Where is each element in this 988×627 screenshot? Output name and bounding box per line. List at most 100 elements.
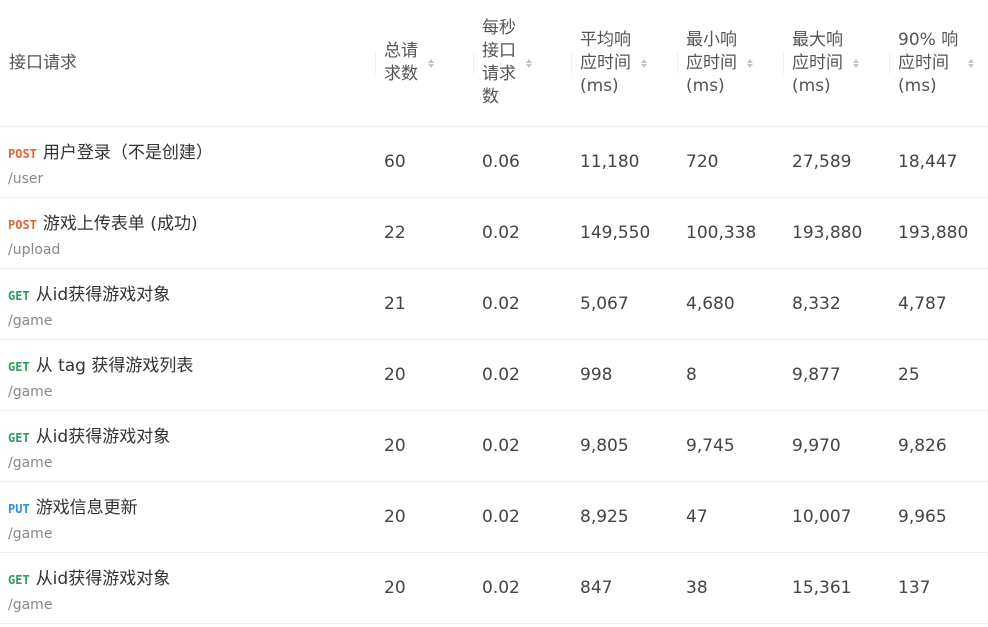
cell-min-response-time: 720 (677, 126, 783, 198)
cell-min-response-time: 100,338 (677, 197, 783, 269)
sort-down-icon[interactable] (968, 63, 975, 68)
cell-requests-per-second: 0.02 (473, 197, 571, 269)
column-header-api: 接口请求 (0, 0, 375, 127)
table-row[interactable]: PUT 游戏信息更新 /game 20 0.02 8,925 47 10,007… (0, 481, 988, 553)
sort-icon[interactable] (747, 58, 753, 68)
column-header-min[interactable]: 最小响 应时间 (ms) (677, 0, 783, 127)
cell-min-response-time: 47 (677, 481, 783, 553)
http-method-badge: GET (8, 288, 30, 303)
cell-avg-response-time: 5,067 (571, 268, 677, 340)
api-path: /game (8, 525, 53, 542)
cell-avg-response-time: 149,550 (571, 197, 677, 269)
cell-total-requests: 20 (375, 481, 473, 553)
cell-max-response-time: 8,332 (783, 268, 889, 340)
api-path: /game (8, 312, 53, 329)
cell-total-requests: 60 (375, 126, 473, 198)
cell-min-response-time: 4,680 (677, 268, 783, 340)
api-name: 游戏信息更新 (35, 497, 138, 518)
table-row[interactable]: GET 从id获得游戏对象 /game 20 0.02 847 38 15,36… (0, 552, 988, 624)
column-header-label: 最小响 应时间 (ms) (686, 29, 737, 96)
cell-p90-response-time: 9,965 (889, 481, 988, 553)
column-header-p90[interactable]: 90% 响应时间 (ms) (889, 0, 988, 127)
cell-total-requests: 20 (375, 410, 473, 482)
http-method-badge: PUT (8, 501, 30, 516)
cell-total-requests: 22 (375, 197, 473, 269)
sort-down-icon[interactable] (428, 63, 434, 68)
sort-up-icon[interactable] (428, 58, 434, 63)
api-name: 用户登录（不是创建） (42, 142, 213, 163)
http-method-badge: POST (8, 146, 37, 161)
sort-down-icon[interactable] (526, 63, 532, 68)
cell-max-response-time: 9,877 (783, 339, 889, 411)
cell-api: GET 从 tag 获得游戏列表 /game (0, 339, 375, 411)
cell-requests-per-second: 0.02 (473, 552, 571, 624)
cell-p90-response-time: 193,880 (889, 197, 988, 269)
api-name: 从id获得游戏对象 (35, 284, 171, 305)
sort-down-icon[interactable] (641, 63, 647, 68)
http-method-badge: GET (8, 572, 30, 587)
column-header-label: 接口请求 (9, 52, 77, 73)
cell-avg-response-time: 998 (571, 339, 677, 411)
cell-p90-response-time: 25 (889, 339, 988, 411)
table-row[interactable]: POST 用户登录（不是创建） /user 60 0.06 11,180 720… (0, 126, 988, 198)
api-name: 从id获得游戏对象 (35, 426, 171, 447)
column-header-avg[interactable]: 平均响 应时间 (ms) (571, 0, 677, 127)
sort-icon[interactable] (853, 58, 859, 68)
sort-icon[interactable] (428, 58, 434, 68)
api-path: /upload (8, 241, 61, 258)
cell-requests-per-second: 0.02 (473, 481, 571, 553)
sort-up-icon[interactable] (747, 58, 753, 63)
cell-total-requests: 21 (375, 268, 473, 340)
table-row[interactable]: GET 从id获得游戏对象 /game 21 0.02 5,067 4,680 … (0, 268, 988, 340)
cell-avg-response-time: 9,805 (571, 410, 677, 482)
table-row[interactable]: GET 从id获得游戏对象 /game 20 0.02 9,805 9,745 … (0, 410, 988, 482)
sort-icon[interactable] (641, 58, 647, 68)
column-header-label: 最大响 应时间 (ms) (792, 29, 843, 96)
sort-down-icon[interactable] (747, 63, 753, 68)
api-path: /game (8, 596, 53, 613)
cell-max-response-time: 27,589 (783, 126, 889, 198)
cell-requests-per-second: 0.02 (473, 410, 571, 482)
cell-p90-response-time: 9,826 (889, 410, 988, 482)
sort-up-icon[interactable] (968, 58, 975, 63)
table-header-row: 接口请求 总请 求数 每秒 接口 请求数 平均响 应时间 (ms) 最小响 应时间 (ms) … (0, 0, 988, 127)
sort-up-icon[interactable] (641, 58, 647, 63)
sort-up-icon[interactable] (853, 58, 859, 63)
api-path: /game (8, 383, 53, 400)
cell-avg-response-time: 847 (571, 552, 677, 624)
cell-requests-per-second: 0.02 (473, 339, 571, 411)
cell-avg-response-time: 8,925 (571, 481, 677, 553)
cell-p90-response-time: 137 (889, 552, 988, 624)
cell-min-response-time: 38 (677, 552, 783, 624)
cell-total-requests: 20 (375, 339, 473, 411)
cell-api: GET 从id获得游戏对象 /game (0, 268, 375, 340)
sort-down-icon[interactable] (853, 63, 859, 68)
column-header-rps[interactable]: 每秒 接口 请求数 (473, 0, 571, 127)
http-method-badge: GET (8, 430, 30, 445)
http-method-badge: POST (8, 217, 37, 232)
cell-api: GET 从id获得游戏对象 /game (0, 552, 375, 624)
cell-max-response-time: 10,007 (783, 481, 889, 553)
column-header-label: 90% 响应时间 (ms) (898, 29, 959, 96)
column-header-max[interactable]: 最大响 应时间 (ms) (783, 0, 889, 127)
sort-icon[interactable] (526, 58, 532, 68)
cell-min-response-time: 8 (677, 339, 783, 411)
cell-api: GET 从id获得游戏对象 /game (0, 410, 375, 482)
cell-total-requests: 20 (375, 552, 473, 624)
cell-p90-response-time: 4,787 (889, 268, 988, 340)
column-header-total[interactable]: 总请 求数 (375, 0, 473, 127)
table-row[interactable]: GET 从 tag 获得游戏列表 /game 20 0.02 998 8 9,8… (0, 339, 988, 411)
cell-api: PUT 游戏信息更新 /game (0, 481, 375, 553)
sort-up-icon[interactable] (526, 58, 532, 63)
column-header-label: 每秒 接口 请求数 (482, 18, 516, 107)
cell-max-response-time: 193,880 (783, 197, 889, 269)
api-path: /game (8, 454, 53, 471)
table-row[interactable]: POST 游戏上传表单 (成功) /upload 22 0.02 149,550… (0, 197, 988, 269)
cell-requests-per-second: 0.02 (473, 268, 571, 340)
api-name: 游戏上传表单 (成功) (42, 213, 198, 234)
sort-icon[interactable] (968, 58, 975, 68)
cell-max-response-time: 9,970 (783, 410, 889, 482)
cell-api: POST 游戏上传表单 (成功) /upload (0, 197, 375, 269)
column-header-label: 总请 求数 (384, 41, 418, 84)
